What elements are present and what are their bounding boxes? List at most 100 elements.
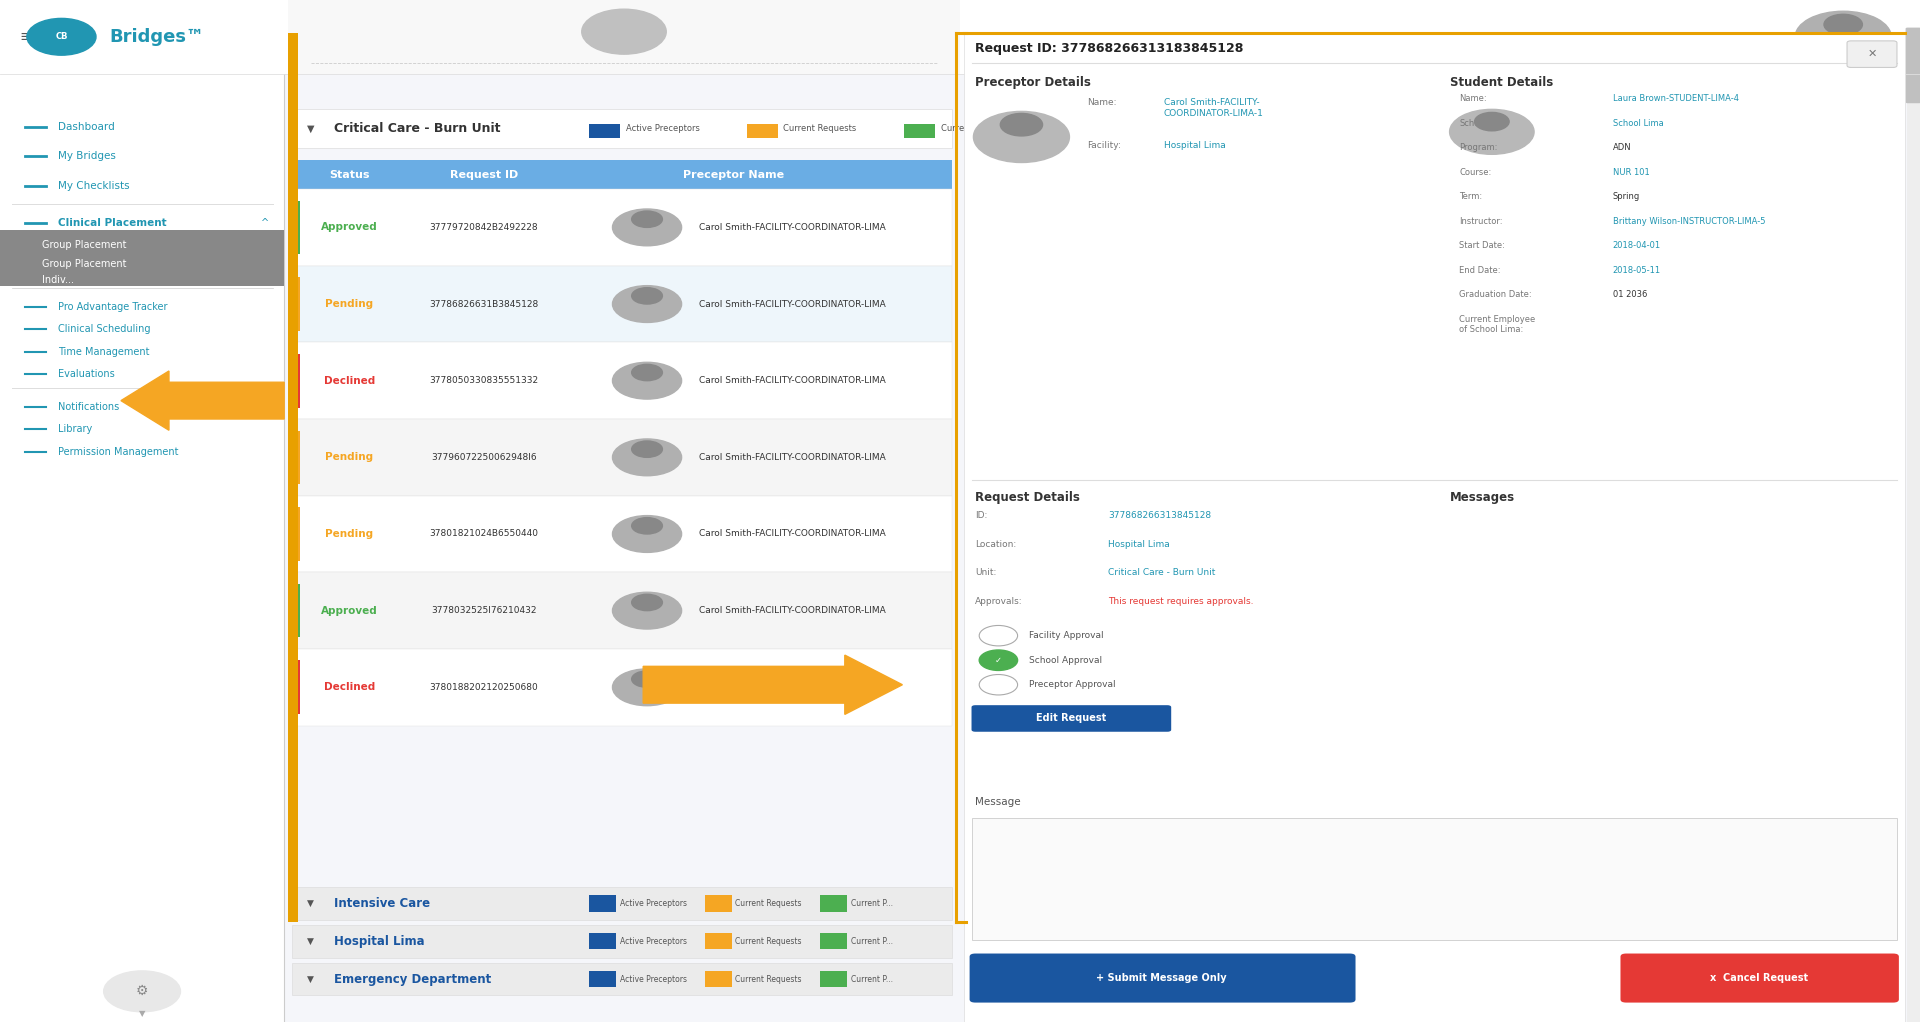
Text: Carol Smith-FACILITY-COORDINATOR-LIMA: Carol Smith-FACILITY-COORDINATOR-LIMA	[699, 223, 885, 232]
FancyBboxPatch shape	[292, 660, 300, 714]
Text: ▼: ▼	[307, 975, 315, 983]
FancyArrow shape	[121, 371, 284, 430]
Text: 377868266313845128: 377868266313845128	[1108, 511, 1212, 520]
Circle shape	[612, 439, 682, 476]
Text: Request Details: Request Details	[975, 491, 1081, 504]
FancyBboxPatch shape	[288, 33, 298, 922]
FancyBboxPatch shape	[1905, 28, 1920, 103]
Text: 37779720842B2492228: 37779720842B2492228	[430, 223, 538, 232]
Text: Current Requests: Current Requests	[735, 937, 803, 945]
FancyBboxPatch shape	[705, 933, 732, 949]
Text: Unit:: Unit:	[975, 568, 996, 577]
Text: NUR 101: NUR 101	[1613, 168, 1649, 177]
FancyBboxPatch shape	[820, 971, 847, 987]
Text: 37801821024B6550440: 37801821024B6550440	[430, 529, 538, 539]
Text: ▼: ▼	[307, 937, 315, 945]
Circle shape	[27, 18, 96, 55]
FancyBboxPatch shape	[972, 818, 1897, 940]
Text: Current Requests: Current Requests	[783, 125, 856, 133]
FancyBboxPatch shape	[292, 925, 952, 958]
Circle shape	[632, 671, 662, 688]
Text: 2018-04-01: 2018-04-01	[1613, 241, 1661, 250]
Text: Current Requests: Current Requests	[735, 975, 803, 983]
Circle shape	[979, 625, 1018, 646]
FancyBboxPatch shape	[292, 887, 952, 920]
Text: 37796072250062948l6: 37796072250062948l6	[430, 453, 538, 462]
Text: Brittany Wilson-INSTRUCTOR-LIMA-5: Brittany Wilson-INSTRUCTOR-LIMA-5	[1613, 217, 1764, 226]
Text: Request ID: Request ID	[449, 170, 518, 180]
Circle shape	[612, 363, 682, 400]
Circle shape	[979, 650, 1018, 670]
FancyBboxPatch shape	[292, 419, 952, 496]
FancyArrow shape	[643, 655, 902, 714]
Text: Carol Smith-FACILITY-COORDINATOR-LIMA: Carol Smith-FACILITY-COORDINATOR-LIMA	[699, 529, 885, 539]
Text: Hospital Lima: Hospital Lima	[1108, 540, 1169, 549]
Text: Current P...: Current P...	[851, 937, 893, 945]
Text: My Checklists: My Checklists	[58, 181, 129, 191]
Text: Course:: Course:	[1459, 168, 1492, 177]
FancyBboxPatch shape	[292, 507, 300, 561]
Text: Dashboard: Dashboard	[58, 122, 115, 132]
Text: 259: 259	[198, 402, 217, 410]
Text: Preceptor Approval: Preceptor Approval	[1029, 681, 1116, 689]
Text: Hospital Lima: Hospital Lima	[1164, 141, 1225, 150]
Text: Start Date:: Start Date:	[1459, 241, 1505, 250]
Circle shape	[612, 286, 682, 323]
Text: Pending: Pending	[324, 453, 374, 462]
Text: Carol Smith-FACILITY-COORDINATOR-LIMA: Carol Smith-FACILITY-COORDINATOR-LIMA	[699, 606, 885, 615]
Text: Pending: Pending	[324, 299, 374, 309]
Circle shape	[612, 593, 682, 630]
Text: Active Preceptors: Active Preceptors	[620, 975, 687, 983]
Text: Pending: Pending	[324, 529, 374, 539]
Circle shape	[979, 675, 1018, 695]
FancyBboxPatch shape	[589, 124, 620, 138]
Text: Facility Approval: Facility Approval	[1029, 632, 1104, 640]
Text: Bridges™: Bridges™	[109, 28, 204, 46]
FancyBboxPatch shape	[970, 954, 1356, 1003]
Text: 3778032525l76210432: 3778032525l76210432	[432, 606, 536, 615]
Text: 3780188202120250680: 3780188202120250680	[430, 683, 538, 692]
FancyBboxPatch shape	[292, 354, 300, 408]
Text: Current P...: Current P...	[851, 975, 893, 983]
Text: Approvals:: Approvals:	[975, 597, 1023, 606]
Text: Evaluations: Evaluations	[58, 369, 115, 379]
Text: School Lima: School Lima	[1613, 119, 1663, 128]
Text: Graduation Date:: Graduation Date:	[1459, 290, 1532, 299]
Text: Preceptor Details: Preceptor Details	[975, 76, 1091, 89]
Text: Preceptor Name: Preceptor Name	[684, 170, 783, 180]
Text: Notifications: Notifications	[58, 402, 119, 412]
Circle shape	[632, 364, 662, 381]
Text: x  Cancel Request: x Cancel Request	[1709, 973, 1809, 983]
FancyBboxPatch shape	[1620, 954, 1899, 1003]
FancyBboxPatch shape	[292, 584, 300, 638]
Text: Emergency Department: Emergency Department	[334, 973, 492, 985]
Text: Carol Smith-FACILITY-COORDINATOR-LIMA: Carol Smith-FACILITY-COORDINATOR-LIMA	[699, 453, 885, 462]
Text: Pro Advantage Tracker: Pro Advantage Tracker	[58, 301, 167, 312]
Text: Hospital Lima: Hospital Lima	[334, 935, 424, 947]
Text: Edit Request: Edit Request	[1037, 713, 1106, 724]
FancyBboxPatch shape	[747, 124, 778, 138]
FancyBboxPatch shape	[705, 971, 732, 987]
FancyBboxPatch shape	[292, 496, 952, 572]
Text: End Date:: End Date:	[1459, 266, 1501, 275]
FancyBboxPatch shape	[292, 266, 952, 342]
Text: Critical Care - Burn Unit: Critical Care - Burn Unit	[1108, 568, 1215, 577]
Circle shape	[612, 669, 682, 706]
Text: Clinical Scheduling: Clinical Scheduling	[58, 324, 150, 334]
Text: Student Details: Student Details	[1450, 76, 1553, 89]
FancyBboxPatch shape	[1847, 41, 1897, 67]
Circle shape	[632, 212, 662, 228]
Text: Group Placement: Group Placement	[42, 259, 127, 269]
Circle shape	[973, 111, 1069, 162]
FancyBboxPatch shape	[292, 963, 952, 995]
Text: Indiv...: Indiv...	[42, 275, 75, 285]
Text: Spring: Spring	[1613, 192, 1640, 201]
Text: Facility:: Facility:	[1087, 141, 1121, 150]
Text: 01 2036: 01 2036	[1613, 290, 1647, 299]
Text: This request requires approvals.: This request requires approvals.	[1108, 597, 1254, 606]
Circle shape	[1475, 112, 1509, 131]
FancyBboxPatch shape	[163, 396, 252, 417]
FancyBboxPatch shape	[292, 109, 952, 148]
Text: ▼: ▼	[307, 124, 315, 134]
FancyBboxPatch shape	[589, 895, 616, 912]
